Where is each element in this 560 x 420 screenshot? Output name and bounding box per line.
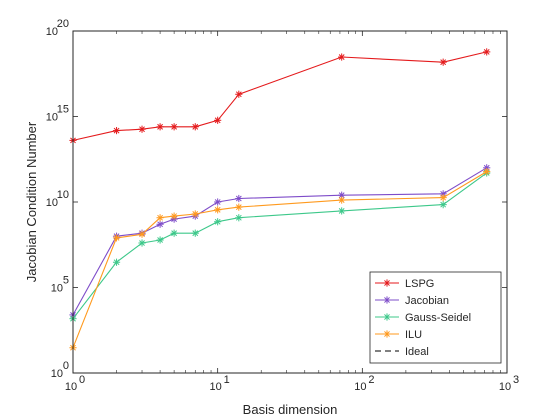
data-point-lspg — [439, 58, 447, 66]
data-point-gauss-seidel — [338, 207, 346, 215]
y-tick-label: 510 — [51, 275, 69, 295]
data-point-ilu — [214, 206, 222, 214]
y-tick-label: 010 — [51, 360, 69, 380]
x-tick-base: 10 — [354, 381, 366, 393]
data-point-ilu — [483, 167, 491, 176]
legend-item-gauss-seidel: Gauss-Seidel — [375, 312, 471, 324]
x-tick-exponent: 2 — [368, 374, 374, 386]
y-tick-base: 10 — [51, 368, 63, 380]
data-point-gauss-seidel — [191, 229, 199, 237]
y-tick-exponent: 20 — [57, 18, 69, 30]
data-point-lspg — [138, 125, 146, 133]
y-tick-exponent: 0 — [63, 360, 69, 372]
y-tick-base: 10 — [46, 112, 58, 124]
x-tick-base: 10 — [210, 381, 222, 393]
major-ticks — [72, 30, 508, 374]
data-point-ilu — [235, 203, 243, 211]
data-point-jacobian — [156, 220, 164, 228]
data-point-lspg — [156, 123, 164, 131]
data-point-gauss-seidel — [112, 258, 121, 266]
legend-item-jacobian: Jacobian — [375, 295, 449, 307]
x-tick-base: 10 — [499, 381, 511, 393]
y-tick-exponent: 5 — [63, 275, 69, 287]
data-point-jacobian — [214, 198, 222, 206]
data-point-ilu — [191, 210, 199, 218]
data-point-lspg — [214, 116, 222, 124]
data-point-ilu — [112, 234, 121, 242]
data-point-gauss-seidel — [138, 239, 146, 247]
legend-marker — [383, 296, 391, 304]
legend-marker — [383, 330, 391, 338]
y-tick-base: 10 — [46, 197, 58, 209]
legend-item-lspg: LSPG — [375, 278, 434, 290]
x-tick-exponent: 3 — [513, 374, 519, 386]
y-axis-label: Jacobian Condition Number — [24, 121, 39, 282]
data-point-gauss-seidel — [170, 229, 178, 237]
data-point-ilu — [338, 196, 346, 204]
legend-marker — [383, 279, 391, 287]
legend-label: Gauss-Seidel — [405, 312, 471, 324]
data-point-gauss-seidel — [439, 201, 447, 209]
data-point-lspg — [235, 90, 243, 98]
legend-marker — [383, 313, 391, 321]
x-axis-label: Basis dimension — [243, 402, 338, 417]
x-tick-label: 100 — [65, 374, 85, 393]
data-point-lspg — [483, 48, 491, 56]
legend-label: ILU — [405, 329, 422, 341]
legend-label: Ideal — [405, 346, 429, 358]
y-tick-exponent: 10 — [57, 189, 69, 201]
legend-item-ilu: ILU — [375, 329, 422, 341]
data-point-ilu — [138, 230, 146, 238]
x-tick-base: 10 — [65, 381, 77, 393]
data-point-gauss-seidel — [214, 218, 222, 226]
y-tick-base: 10 — [51, 283, 63, 295]
data-point-lspg — [191, 123, 199, 131]
data-point-jacobian — [235, 194, 243, 203]
legend-label: LSPG — [405, 278, 434, 290]
data-point-gauss-seidel — [235, 214, 243, 222]
legend-label: Jacobian — [405, 295, 449, 307]
data-point-ilu — [156, 214, 164, 222]
data-point-gauss-seidel — [156, 236, 164, 244]
data-point-ilu — [439, 194, 447, 202]
x-tick-exponent: 0 — [79, 374, 85, 386]
legend: LSPG Jacobian Gauss-Seidel ILU Ideal — [369, 271, 502, 364]
legend-item-ideal: Ideal — [375, 346, 429, 358]
x-tick-exponent: 1 — [224, 374, 230, 386]
x-tick-label: 101 — [210, 374, 230, 393]
y-tick-base: 10 — [46, 26, 58, 38]
x-tick-label: 102 — [354, 374, 374, 393]
y-tick-exponent: 15 — [57, 104, 69, 116]
data-point-ilu — [170, 212, 178, 220]
data-point-lspg — [338, 53, 346, 61]
data-point-lspg — [112, 126, 121, 135]
x-tick-label: 103 — [499, 374, 519, 393]
data-point-lspg — [170, 123, 178, 131]
